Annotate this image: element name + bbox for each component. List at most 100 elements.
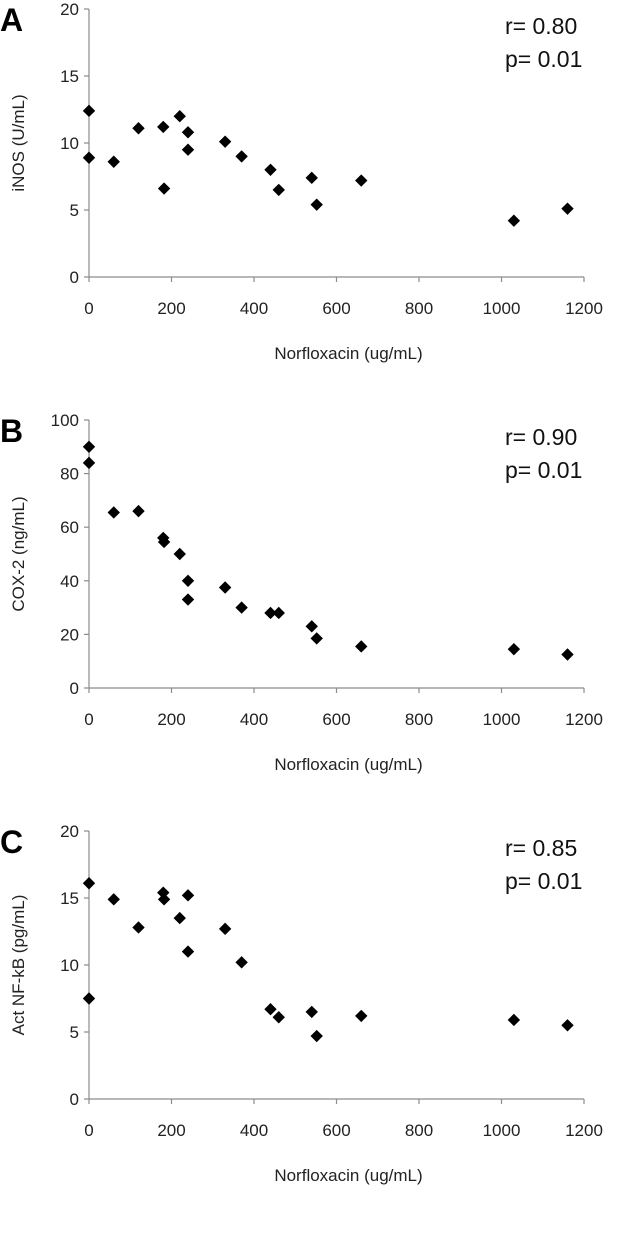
y-tick-label: 5 (70, 1023, 79, 1042)
x-tick-label: 200 (157, 299, 185, 318)
x-tick-label: 1200 (565, 710, 603, 729)
x-tick-label: 1000 (483, 710, 521, 729)
data-point (355, 640, 368, 653)
x-tick-label: 600 (322, 299, 350, 318)
x-tick-label: 200 (157, 1121, 185, 1140)
y-tick-label: 10 (60, 956, 79, 975)
x-tick-label: 600 (322, 710, 350, 729)
data-point (181, 126, 195, 139)
y-tick-label: 15 (60, 67, 79, 86)
data-point (507, 1013, 521, 1027)
data-point (305, 171, 318, 185)
data-point (272, 183, 285, 197)
x-tick-label: 400 (240, 1121, 268, 1140)
stat-annotation: p= 0.01 (505, 868, 582, 894)
x-tick-label: 600 (322, 1121, 350, 1140)
data-point (107, 506, 120, 519)
data-point (82, 992, 96, 1005)
data-point (264, 163, 277, 176)
x-tick-label: 0 (84, 710, 93, 729)
x-tick-label: 1200 (565, 1121, 603, 1140)
x-tick-label: 0 (84, 1121, 93, 1140)
y-tick-label: 40 (60, 572, 79, 591)
y-tick-label: 0 (70, 679, 79, 698)
data-point (157, 120, 170, 134)
x-tick-label: 400 (240, 299, 268, 318)
data-point (235, 150, 248, 163)
panel-b: B 0 20 40 60 80 100 0 200 400 600 800 1000 1200 Norflo… (0, 411, 633, 822)
data-point (181, 574, 195, 587)
data-point (181, 593, 195, 606)
data-point (181, 945, 195, 958)
data-point (173, 547, 186, 561)
data-point (132, 122, 145, 135)
data-point (355, 1009, 368, 1023)
data-point (507, 214, 521, 227)
panel-a: A 0 5 10 15 20 0 200 400 600 800 1000 1200 Norfloxaci… (0, 0, 633, 411)
y-tick-label: 15 (60, 889, 79, 908)
data-point (173, 911, 186, 925)
data-point (82, 151, 96, 164)
x-axis-title: Norfloxacin (ug/mL) (274, 1166, 422, 1185)
panel-c: C 0 5 10 15 20 0 200 400 600 800 1000 1200 Norfloxaci… (0, 822, 633, 1233)
x-tick-label: 1000 (483, 1121, 521, 1140)
stat-annotation: r= 0.80 (505, 13, 577, 39)
data-point (507, 642, 521, 656)
data-point (310, 198, 323, 211)
data-point (310, 1029, 323, 1043)
data-point (305, 620, 318, 633)
data-point (561, 648, 574, 661)
x-tick-label: 800 (405, 299, 433, 318)
y-tick-label: 5 (70, 201, 79, 220)
data-point (235, 601, 248, 614)
data-point (272, 1011, 285, 1024)
data-point (82, 456, 96, 470)
data-point (310, 632, 323, 645)
y-tick-label: 20 (60, 0, 79, 19)
data-point (355, 174, 368, 187)
y-tick-label: 0 (70, 268, 79, 287)
x-axis-title: Norfloxacin (ug/mL) (274, 344, 422, 363)
data-point (157, 893, 171, 906)
data-point (107, 155, 120, 168)
data-point (173, 110, 186, 123)
x-axis-title: Norfloxacin (ug/mL) (274, 755, 422, 774)
data-point (218, 135, 232, 148)
x-tick-label: 800 (405, 710, 433, 729)
data-point (82, 877, 96, 890)
y-axis-title: Act NF-kB (pg/mL) (9, 895, 28, 1036)
y-axis-title: COX-2 (ng/mL) (9, 496, 28, 611)
data-point (235, 956, 248, 969)
x-tick-label: 400 (240, 710, 268, 729)
y-tick-label: 10 (60, 134, 79, 153)
data-point (107, 893, 120, 906)
x-tick-label: 200 (157, 710, 185, 729)
data-point (264, 1003, 277, 1016)
stat-annotation: r= 0.85 (505, 835, 577, 861)
stat-annotation: p= 0.01 (505, 46, 582, 72)
x-tick-label: 0 (84, 299, 93, 318)
data-point (218, 581, 232, 594)
y-tick-label: 20 (60, 822, 79, 841)
x-tick-label: 800 (405, 1121, 433, 1140)
stat-annotation: p= 0.01 (505, 457, 582, 483)
data-point (82, 104, 96, 118)
data-point (157, 182, 171, 195)
panel-label: C (0, 824, 23, 860)
data-point (561, 1019, 574, 1032)
data-point (305, 1005, 318, 1019)
y-tick-label: 60 (60, 518, 79, 537)
stat-annotation: r= 0.90 (505, 424, 577, 450)
y-tick-label: 20 (60, 625, 79, 644)
y-tick-label: 0 (70, 1090, 79, 1109)
y-tick-label: 80 (60, 465, 79, 484)
y-tick-label: 100 (51, 411, 79, 430)
y-axis-title: iNOS (U/mL) (9, 94, 28, 191)
x-tick-label: 1000 (483, 299, 521, 318)
data-point (181, 143, 195, 156)
x-tick-label: 1200 (565, 299, 603, 318)
panel-label: B (0, 413, 23, 449)
